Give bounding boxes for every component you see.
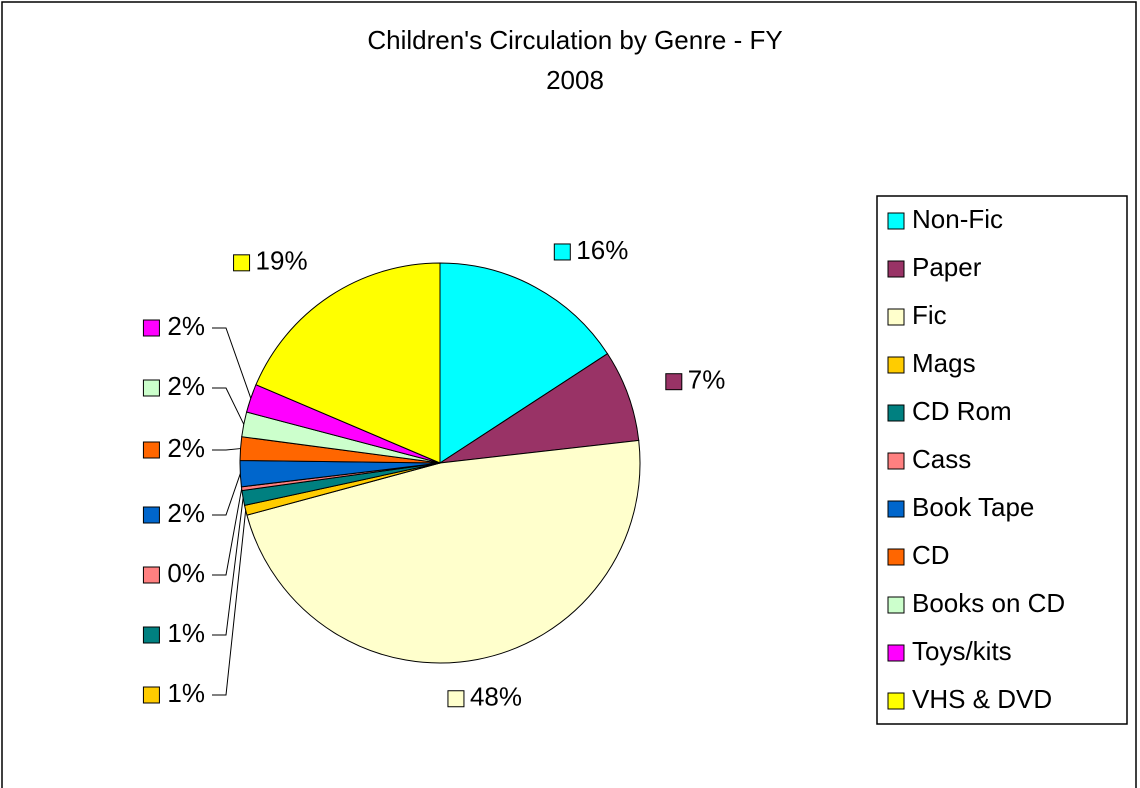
pie-slice xyxy=(439,262,609,464)
chart-title: Children's Circulation by Genre - FY 200… xyxy=(367,25,783,95)
legend-swatch xyxy=(887,404,905,422)
legend-swatch xyxy=(887,500,905,518)
label-swatch xyxy=(142,506,160,524)
data-label: 2% xyxy=(167,498,205,528)
legend-label: Paper xyxy=(912,252,982,282)
leader-line xyxy=(212,448,241,451)
data-label: 2% xyxy=(167,433,205,463)
legend-label: Mags xyxy=(912,348,976,378)
label-swatch xyxy=(142,626,160,644)
legend-swatch xyxy=(887,596,905,614)
pie-slice xyxy=(246,439,641,664)
data-label: 0% xyxy=(167,558,205,588)
legend-swatch xyxy=(887,356,905,374)
data-label: 2% xyxy=(167,371,205,401)
legend-label: CD xyxy=(912,540,950,570)
legend-label: Toys/kits xyxy=(912,636,1012,666)
legend-label: Fic xyxy=(912,300,947,330)
legend-swatch xyxy=(887,548,905,566)
legend-label: CD Rom xyxy=(912,396,1012,426)
label-swatch xyxy=(142,686,160,704)
label-swatch xyxy=(142,379,160,397)
legend-swatch xyxy=(887,260,905,278)
label-swatch xyxy=(553,243,571,261)
legend-box xyxy=(876,195,1128,725)
data-label: 48% xyxy=(470,682,522,712)
leader-line xyxy=(212,510,247,696)
label-swatch xyxy=(142,566,160,584)
legend-label: Book Tape xyxy=(912,492,1034,522)
legend-swatch xyxy=(887,452,905,470)
leader-line xyxy=(212,473,241,516)
legend-swatch xyxy=(887,308,905,326)
data-label: 1% xyxy=(167,678,205,708)
leader-line xyxy=(212,497,244,636)
pie-slice xyxy=(255,262,441,464)
label-swatch xyxy=(447,690,465,708)
legend-label: Books on CD xyxy=(912,588,1065,618)
label-swatch xyxy=(142,441,160,459)
legend-swatch xyxy=(887,212,905,230)
legend-label: VHS & DVD xyxy=(912,684,1052,714)
leader-line xyxy=(212,327,252,399)
leader-line xyxy=(212,387,245,425)
label-swatch xyxy=(665,373,683,391)
legend-label: Cass xyxy=(912,444,971,474)
leader-line xyxy=(212,488,243,576)
label-swatch xyxy=(142,319,160,337)
data-label: 1% xyxy=(167,618,205,648)
legend-swatch xyxy=(887,692,905,710)
label-swatch xyxy=(233,254,251,272)
legend-swatch xyxy=(887,644,905,662)
legend-label: Non-Fic xyxy=(912,204,1003,234)
data-label: 2% xyxy=(167,311,205,341)
data-label: 16% xyxy=(576,235,628,265)
data-label: 7% xyxy=(688,365,726,395)
data-label: 19% xyxy=(256,246,308,276)
